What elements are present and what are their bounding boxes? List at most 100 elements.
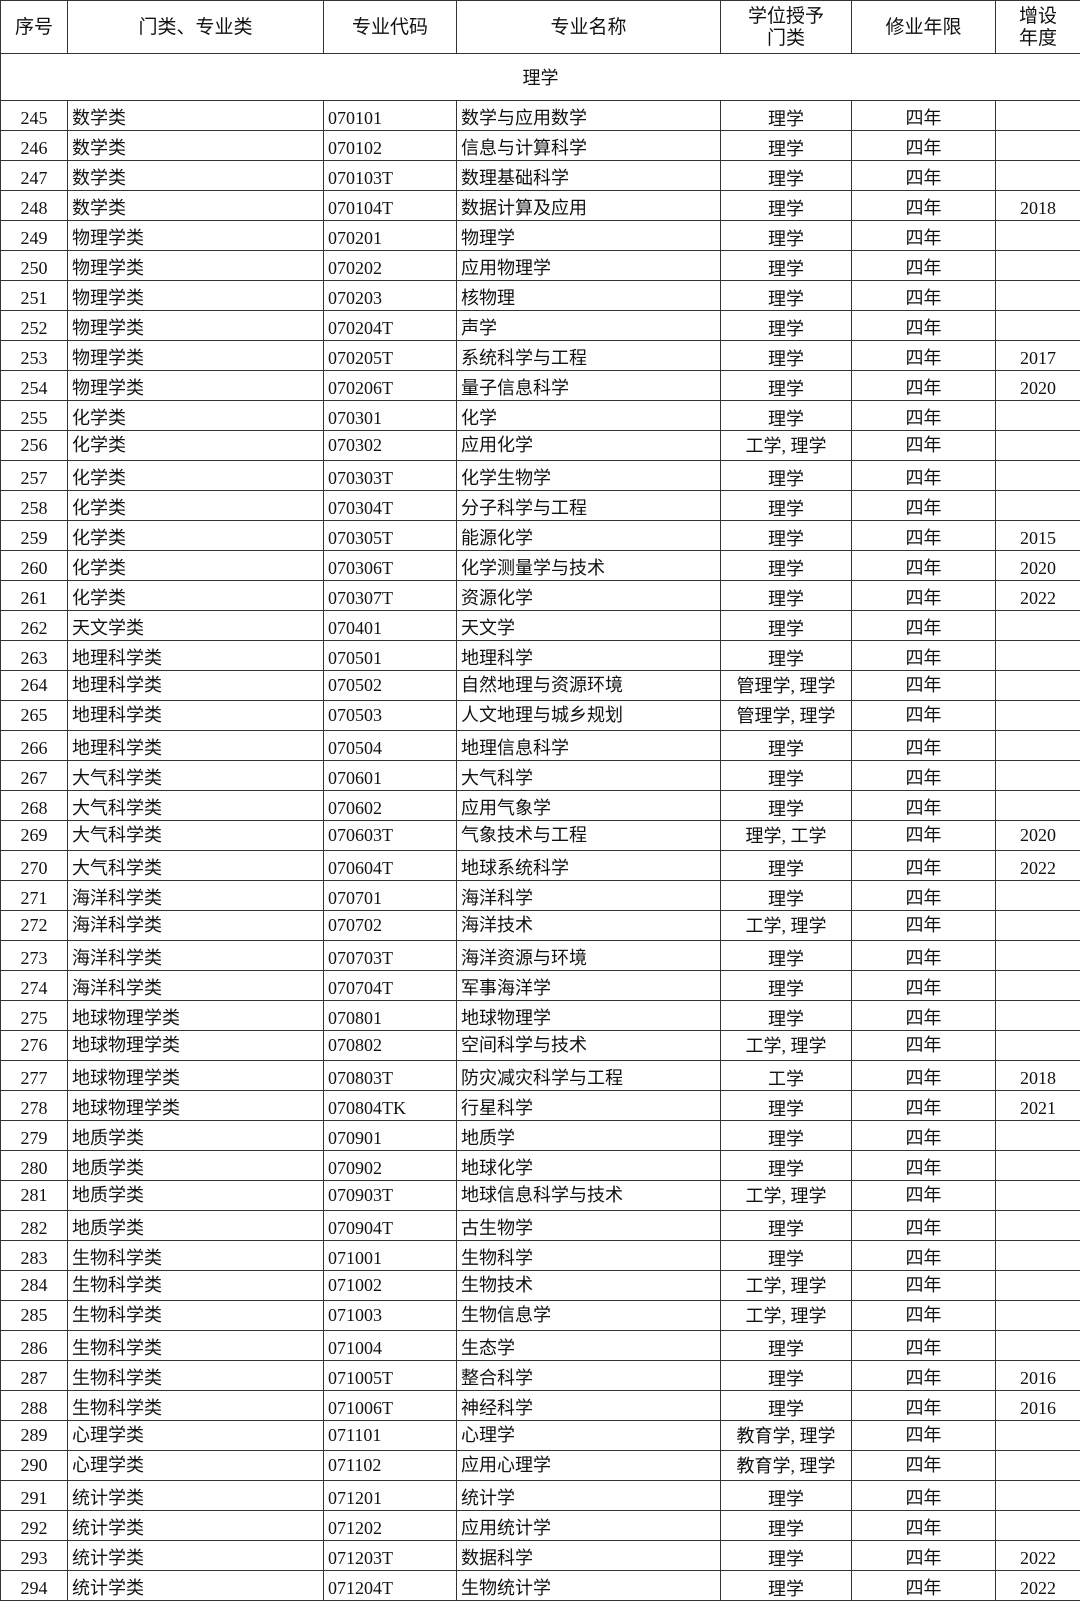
table-row: 281 地质学类 070903T 地球信息科学与技术 工学, 理学 四年 (0, 1180, 1080, 1211)
cell-code: 070501 (323, 640, 457, 671)
cell-year-added (995, 760, 1080, 791)
cell-seq: 274 (0, 970, 68, 1001)
cell-category: 地理科学类 (67, 670, 324, 701)
cell-year-added: 2016 (995, 1360, 1080, 1391)
cell-code: 070305T (323, 520, 457, 551)
cell-year-added (995, 1210, 1080, 1241)
cell-code: 070902 (323, 1150, 457, 1181)
cell-code: 070301 (323, 400, 457, 431)
cell-degree: 理学 (720, 130, 852, 161)
cell-category: 生物科学类 (67, 1270, 324, 1301)
cell-code: 071006T (323, 1390, 457, 1421)
cell-degree: 理学 (720, 1390, 852, 1421)
table-row: 288 生物科学类 071006T 神经科学 理学 四年 2016 (0, 1390, 1080, 1421)
cell-year-added (995, 460, 1080, 491)
cell-degree: 理学 (720, 790, 852, 821)
cell-code: 071005T (323, 1360, 457, 1391)
cell-category: 大气科学类 (67, 820, 324, 851)
cell-degree: 管理学, 理学 (720, 670, 852, 701)
cell-major-name: 自然地理与资源环境 (456, 670, 721, 701)
cell-code: 070803T (323, 1060, 457, 1091)
cell-code: 070704T (323, 970, 457, 1001)
cell-category: 数学类 (67, 190, 324, 221)
cell-code: 070801 (323, 1000, 457, 1031)
cell-code: 070903T (323, 1180, 457, 1211)
cell-years: 四年 (851, 1480, 996, 1511)
cell-degree: 理学 (720, 1120, 852, 1151)
cell-seq: 291 (0, 1480, 68, 1511)
table-row: 277 地球物理学类 070803T 防灾减灾科学与工程 工学 四年 2018 (0, 1060, 1080, 1091)
cell-code: 071002 (323, 1270, 457, 1301)
cell-code: 070201 (323, 220, 457, 251)
cell-seq: 289 (0, 1420, 68, 1451)
cell-category: 地球物理学类 (67, 1000, 324, 1031)
table-row: 265 地理科学类 070503 人文地理与城乡规划 管理学, 理学 四年 (0, 700, 1080, 731)
cell-major-name: 防灾减灾科学与工程 (456, 1060, 721, 1091)
cell-category: 数学类 (67, 130, 324, 161)
header-row: 序号 门类、专业类 专业代码 专业名称 学位授予门类 修业年限 增设年度 (0, 0, 1080, 54)
table-row: 294 统计学类 071204T 生物统计学 理学 四年 2022 (0, 1570, 1080, 1601)
cell-degree: 理学 (720, 850, 852, 881)
cell-category: 地质学类 (67, 1180, 324, 1211)
cell-category: 海洋科学类 (67, 970, 324, 1001)
cell-code: 071102 (323, 1450, 457, 1481)
cell-major-name: 数理基础科学 (456, 160, 721, 191)
cell-degree: 工学, 理学 (720, 910, 852, 941)
cell-category: 大气科学类 (67, 760, 324, 791)
cell-year-added (995, 700, 1080, 731)
cell-years: 四年 (851, 1540, 996, 1571)
table-row: 250 物理学类 070202 应用物理学 理学 四年 (0, 250, 1080, 281)
cell-category: 地球物理学类 (67, 1030, 324, 1061)
cell-category: 化学类 (67, 550, 324, 581)
cell-years: 四年 (851, 880, 996, 911)
cell-major-name: 地球信息科学与技术 (456, 1180, 721, 1211)
table-row: 271 海洋科学类 070701 海洋科学 理学 四年 (0, 880, 1080, 911)
cell-major-name: 物理学 (456, 220, 721, 251)
cell-code: 070102 (323, 130, 457, 161)
cell-years: 四年 (851, 760, 996, 791)
cell-years: 四年 (851, 940, 996, 971)
cell-major-name: 生物技术 (456, 1270, 721, 1301)
table-row: 284 生物科学类 071002 生物技术 工学, 理学 四年 (0, 1270, 1080, 1301)
table-row: 282 地质学类 070904T 古生物学 理学 四年 (0, 1210, 1080, 1241)
cell-major-name: 化学测量学与技术 (456, 550, 721, 581)
cell-degree: 理学 (720, 880, 852, 911)
cell-seq: 284 (0, 1270, 68, 1301)
cell-degree: 理学 (720, 580, 852, 611)
cell-category: 大气科学类 (67, 850, 324, 881)
table-row: 261 化学类 070307T 资源化学 理学 四年 2022 (0, 580, 1080, 611)
header-year-added: 增设年度 (995, 0, 1080, 54)
cell-code: 071204T (323, 1570, 457, 1601)
cell-seq: 254 (0, 370, 68, 401)
table-row: 292 统计学类 071202 应用统计学 理学 四年 (0, 1510, 1080, 1541)
cell-major-name: 生物科学 (456, 1240, 721, 1271)
cell-seq: 265 (0, 700, 68, 731)
cell-degree: 理学 (720, 190, 852, 221)
cell-seq: 276 (0, 1030, 68, 1061)
cell-major-name: 化学生物学 (456, 460, 721, 491)
cell-code: 070703T (323, 940, 457, 971)
cell-category: 化学类 (67, 520, 324, 551)
table-row: 290 心理学类 071102 应用心理学 教育学, 理学 四年 (0, 1450, 1080, 1481)
cell-major-name: 空间科学与技术 (456, 1030, 721, 1061)
cell-year-added (995, 640, 1080, 671)
table-row: 266 地理科学类 070504 地理信息科学 理学 四年 (0, 730, 1080, 761)
cell-major-name: 信息与计算科学 (456, 130, 721, 161)
cell-category: 化学类 (67, 490, 324, 521)
cell-seq: 270 (0, 850, 68, 881)
cell-seq: 261 (0, 580, 68, 611)
cell-degree: 理学 (720, 1000, 852, 1031)
cell-years: 四年 (851, 820, 996, 851)
cell-major-name: 人文地理与城乡规划 (456, 700, 721, 731)
cell-year-added (995, 490, 1080, 521)
cell-year-added (995, 1150, 1080, 1181)
cell-category: 物理学类 (67, 340, 324, 371)
cell-major-name: 数据计算及应用 (456, 190, 721, 221)
cell-seq: 285 (0, 1300, 68, 1331)
cell-code: 071202 (323, 1510, 457, 1541)
cell-years: 四年 (851, 1030, 996, 1061)
cell-code: 070203 (323, 280, 457, 311)
cell-years: 四年 (851, 970, 996, 1001)
cell-degree: 理学 (720, 160, 852, 191)
cell-year-added (995, 430, 1080, 461)
